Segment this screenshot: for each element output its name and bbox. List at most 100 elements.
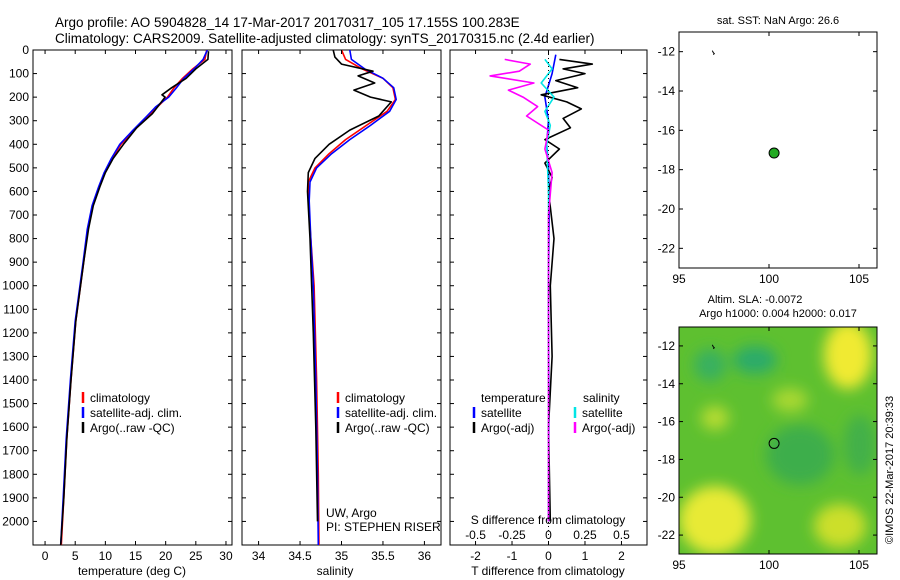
map-x-tick-label: 105 bbox=[849, 272, 869, 286]
x-tick-label: 34 bbox=[252, 549, 266, 563]
salinity-legend: climatology satellite-adj. clim. Argo(..… bbox=[336, 391, 437, 435]
sla-low-patch bbox=[844, 415, 876, 475]
y-tick-label: 500 bbox=[9, 161, 29, 175]
x-tick-label: 15 bbox=[129, 549, 143, 563]
series-line-satellite-adj-clim- bbox=[59, 50, 209, 545]
map-y-tick-label: -14 bbox=[658, 377, 676, 391]
map-y-tick-label: -16 bbox=[658, 415, 676, 429]
y-tick-label: 700 bbox=[9, 208, 29, 222]
y-tick-label: 600 bbox=[9, 184, 29, 198]
x-tick-label: 2 bbox=[618, 549, 625, 563]
y-tick-label: 1000 bbox=[2, 279, 29, 293]
x-tick-label: 0 bbox=[42, 549, 49, 563]
map-y-tick-label: -18 bbox=[658, 452, 676, 466]
x-tick-label: 30 bbox=[219, 549, 233, 563]
sla-low-patch bbox=[733, 346, 777, 374]
legend-label: Argo(..raw -QC) bbox=[90, 421, 175, 435]
map-y-tick-label: -12 bbox=[658, 339, 676, 353]
credit-text: ©IMOS 22-Mar-2017 20:39:33 bbox=[884, 396, 896, 544]
series-line-climatology bbox=[60, 50, 208, 545]
map-x-tick-label: 100 bbox=[759, 272, 779, 286]
y-tick-label: 1400 bbox=[2, 373, 29, 387]
x-tick-label: 0 bbox=[545, 549, 552, 563]
difference-xlabel: T difference from climatology bbox=[471, 564, 625, 578]
x-tick-label: 1 bbox=[582, 549, 589, 563]
salinity-xlabel: salinity bbox=[317, 564, 354, 578]
x-tick-label: -2 bbox=[470, 549, 481, 563]
map-x-tick-label: 95 bbox=[672, 272, 686, 286]
x-tick-label: 20 bbox=[159, 549, 173, 563]
header-line-2: Climatology: CARS2009. Satellite-adjuste… bbox=[55, 31, 595, 46]
difference-xlabel-top: S difference from climatology bbox=[471, 513, 626, 527]
sla-map-title: Altim. SLA: -0.0072 bbox=[708, 294, 803, 306]
legend-header-temperature: temperature bbox=[481, 391, 546, 405]
y-tick-label: 1200 bbox=[2, 326, 29, 340]
legend-label: satellite-adj. clim. bbox=[90, 406, 182, 420]
sst-map-frame bbox=[678, 31, 878, 269]
y-tick-label: 400 bbox=[9, 137, 29, 151]
y-tick-label: 800 bbox=[9, 232, 29, 246]
island-coastline bbox=[711, 50, 716, 55]
map-y-tick-label: -16 bbox=[658, 123, 676, 137]
x-tick-label: -1 bbox=[507, 549, 518, 563]
x-tick-label: 25 bbox=[189, 549, 203, 563]
sla-high-patch bbox=[814, 504, 866, 548]
series-line-argo-raw-qc- bbox=[59, 51, 210, 545]
y-tick-label: 2000 bbox=[2, 514, 29, 528]
x-tick-label: 5 bbox=[72, 549, 79, 563]
x-tick-label: 35 bbox=[335, 549, 349, 563]
sst-map-title: sat. SST: NaN Argo: 26.6 bbox=[717, 15, 839, 27]
sla-map-subtitle: Argo h1000: 0.004 h2000: 0.017 bbox=[699, 308, 857, 320]
y-tick-label: 0 bbox=[22, 43, 29, 57]
legend-label: satellite-adj. clim. bbox=[345, 406, 437, 420]
map-y-tick-label: -12 bbox=[658, 45, 676, 59]
temperature-legend: climatology satellite-adj. clim. Argo(..… bbox=[81, 391, 182, 435]
legend-label: Argo(..raw -QC) bbox=[345, 421, 430, 435]
map-y-tick-label: -22 bbox=[658, 241, 676, 255]
legend-label: climatology bbox=[90, 391, 150, 405]
y-tick-label: 1100 bbox=[3, 302, 29, 316]
series-line-s-argo-adj- bbox=[489, 58, 553, 522]
sla-map-frame bbox=[678, 326, 878, 555]
s-diff-tick-label: 0.5 bbox=[613, 528, 630, 542]
y-tick-label: 900 bbox=[9, 255, 29, 269]
series-line-argo-raw-qc- bbox=[306, 50, 393, 522]
temperature-plot-frame bbox=[32, 49, 233, 546]
y-tick-label: 200 bbox=[9, 90, 29, 104]
series-line-satellite-adj-clim- bbox=[308, 50, 398, 545]
sla-low-patch bbox=[694, 349, 726, 381]
y-tick-label: 100 bbox=[9, 67, 29, 81]
argo-position-marker bbox=[768, 437, 780, 449]
y-tick-label: 1800 bbox=[2, 467, 29, 481]
salinity-plot-frame bbox=[241, 49, 442, 546]
y-tick-label: 1900 bbox=[2, 491, 29, 505]
legend-label: Argo(-adj) bbox=[582, 421, 635, 435]
s-diff-tick-label: 0.25 bbox=[573, 528, 597, 542]
map-y-tick-label: -22 bbox=[658, 528, 676, 542]
map-x-tick-label: 105 bbox=[849, 558, 869, 572]
salinity-annotation-institution: UW, Argo bbox=[326, 506, 377, 520]
map-y-tick-label: -14 bbox=[658, 84, 676, 98]
salinity-annotation-pi: PI: STEPHEN RISER bbox=[326, 520, 441, 534]
legend-label: climatology bbox=[345, 391, 405, 405]
sla-heatmap bbox=[679, 327, 877, 554]
y-tick-label: 1600 bbox=[2, 420, 29, 434]
sla-high-patch bbox=[772, 388, 808, 412]
legend-label: Argo(-adj) bbox=[481, 421, 534, 435]
y-tick-label: 1700 bbox=[2, 444, 29, 458]
s-diff-tick-label: -0.25 bbox=[498, 528, 526, 542]
legend-label: satellite bbox=[481, 406, 522, 420]
x-tick-label: 10 bbox=[99, 549, 113, 563]
y-tick-label: 300 bbox=[9, 114, 29, 128]
header-line-1: Argo profile: AO 5904828_14 17-Mar-2017 … bbox=[55, 15, 520, 30]
sla-high-patch bbox=[679, 486, 751, 554]
map-y-tick-label: -20 bbox=[658, 490, 676, 504]
y-tick-label: 1500 bbox=[2, 397, 29, 411]
y-tick-label: 1300 bbox=[2, 349, 29, 363]
map-x-tick-label: 95 bbox=[672, 558, 686, 572]
sla-low-patch bbox=[766, 425, 834, 485]
x-tick-label: 36 bbox=[418, 549, 432, 563]
series-line-t-argo-adj- bbox=[540, 58, 594, 522]
legend-label: satellite bbox=[582, 406, 623, 420]
